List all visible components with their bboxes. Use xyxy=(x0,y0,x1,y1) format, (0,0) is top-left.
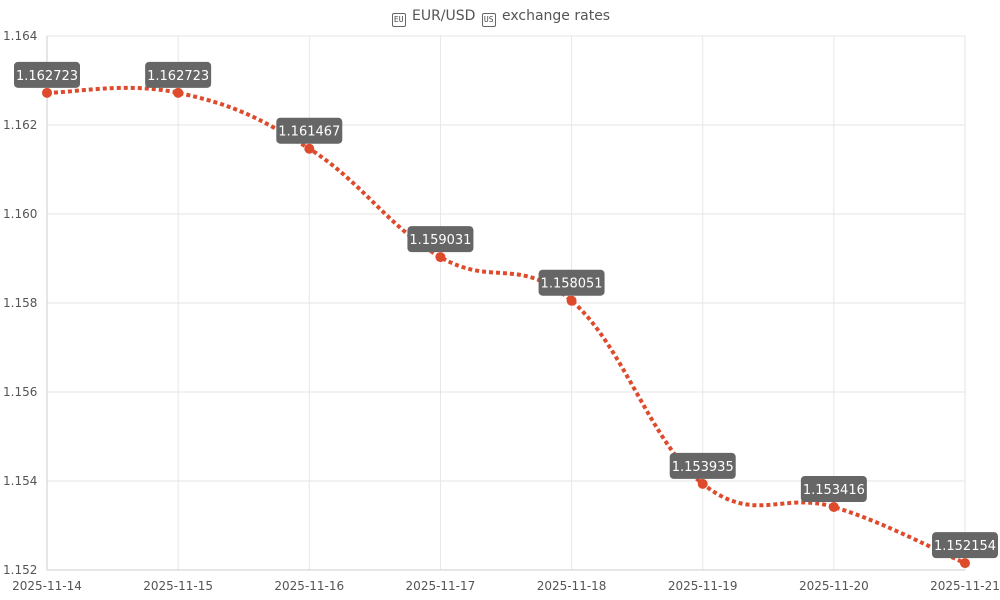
data-point xyxy=(435,252,446,263)
x-tick-label: 2025-11-20 xyxy=(799,579,869,593)
data-point xyxy=(304,143,315,154)
x-tick-label: 2025-11-21 xyxy=(930,579,1000,593)
data-label-bubble xyxy=(145,61,212,88)
data-label-bubble xyxy=(276,117,343,144)
data-point xyxy=(173,87,184,98)
x-tick-label: 2025-11-14 xyxy=(12,579,82,593)
data-label-bubble xyxy=(932,532,998,559)
data-label: 1.152154 xyxy=(934,539,996,554)
x-tick-label: 2025-11-17 xyxy=(406,579,476,593)
data-label: 1.162723 xyxy=(16,69,78,84)
data-point xyxy=(566,295,577,306)
y-tick-label: 1.152 xyxy=(3,563,37,577)
x-tick-label: 2025-11-15 xyxy=(143,579,213,593)
data-point xyxy=(960,558,970,569)
data-point xyxy=(42,87,52,98)
x-tick-label: 2025-11-18 xyxy=(537,579,607,593)
data-label-bubble xyxy=(407,226,474,253)
data-label-bubble xyxy=(669,452,736,479)
y-tick-label: 1.154 xyxy=(3,474,37,488)
data-label-bubble xyxy=(538,269,605,296)
data-point xyxy=(697,478,708,489)
data-label: 1.161467 xyxy=(278,125,340,140)
y-tick-label: 1.162 xyxy=(3,118,37,132)
data-label: 1.153935 xyxy=(672,460,734,475)
x-tick-label: 2025-11-16 xyxy=(274,579,344,593)
title-text: exchange rates xyxy=(501,8,611,24)
data-label: 1.153416 xyxy=(803,483,865,498)
x-tick-label: 2025-11-19 xyxy=(668,579,738,593)
currency-pair: EUR/USD xyxy=(411,8,476,24)
y-tick-label: 1.160 xyxy=(3,207,37,221)
data-label: 1.162723 xyxy=(147,69,209,84)
y-tick-label: 1.156 xyxy=(3,385,37,399)
y-tick-label: 1.158 xyxy=(3,296,37,310)
chart-title: EU EUR/USD US exchange rates xyxy=(0,8,1000,27)
y-tick-label: 1.164 xyxy=(3,29,37,43)
eu-flag-icon: EU xyxy=(391,13,406,27)
data-label: 1.159031 xyxy=(409,233,471,248)
data-label: 1.158051 xyxy=(541,277,603,292)
us-flag-icon: US xyxy=(481,13,496,27)
data-label-bubble xyxy=(14,61,80,88)
data-label-bubble xyxy=(800,475,867,502)
data-point xyxy=(828,501,839,512)
